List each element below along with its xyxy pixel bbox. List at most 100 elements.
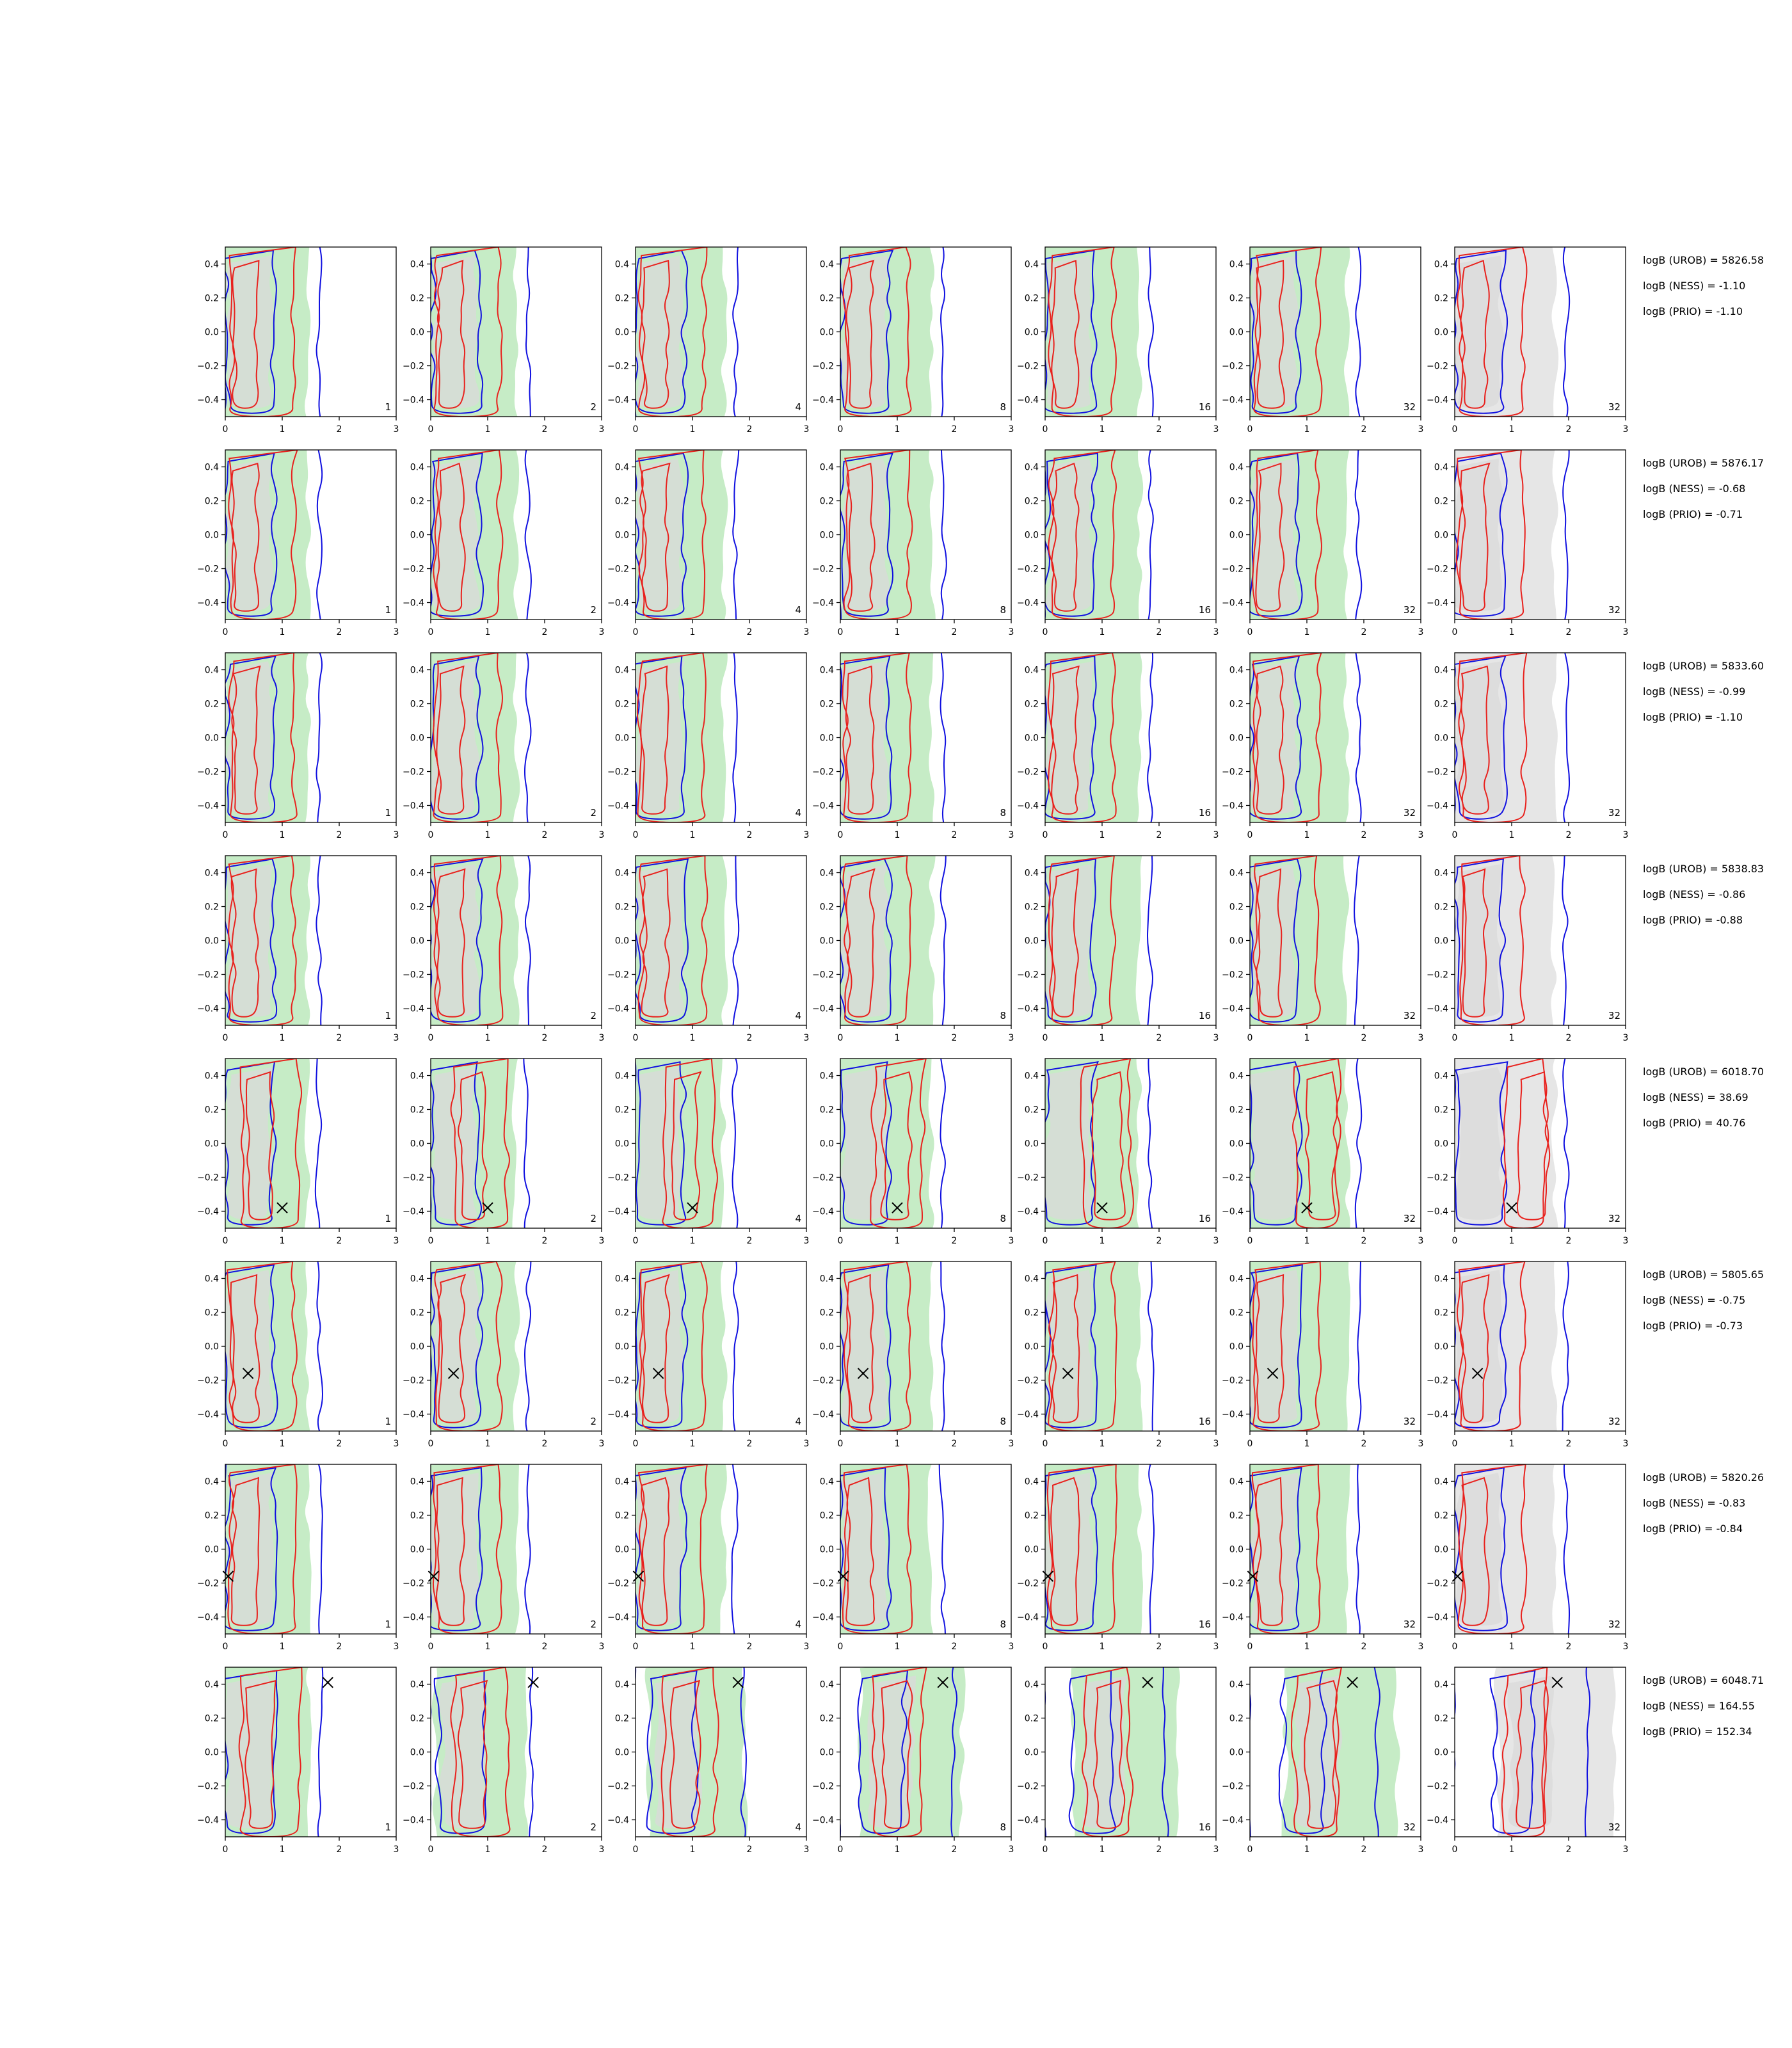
red-contour-inner: [230, 1274, 260, 1423]
logb-ness-label: logB (NESS) = -0.83: [1643, 1497, 1745, 1509]
x-tick-label: 2: [1156, 627, 1162, 637]
panel-r3-c7: 0 1 2 3 0.4 0.2 0.0 −0.2 −0.4 32: [1427, 652, 1628, 840]
x-tick-label: 2: [337, 1844, 342, 1855]
y-tick-label: 0.2: [410, 1308, 424, 1318]
red-contour-outer: [1048, 856, 1117, 1025]
x-tick-label: 2: [542, 1439, 548, 1449]
x-tick-label: 2: [337, 1033, 342, 1043]
x-tick-label: 2: [747, 1033, 753, 1043]
blue-contour-inner: [225, 1061, 277, 1226]
y-tick-label: 0.4: [410, 463, 424, 473]
density-fill-inner: [1250, 661, 1299, 814]
panel-r5-c4: 0 1 2 3 0.4 0.2 0.0 −0.2 −0.4 8: [812, 1058, 1014, 1246]
density-fill-inner: [636, 1473, 685, 1626]
y-tick-label: 0.2: [1434, 902, 1448, 913]
true-value-marker: [892, 1202, 903, 1213]
true-value-marker: [1347, 1677, 1358, 1688]
panel-number-label: 8: [1000, 604, 1006, 616]
x-tick-label: 1: [1509, 1033, 1515, 1043]
x-tick-label: 3: [1009, 1439, 1014, 1449]
panel-number-label: 32: [1404, 1619, 1416, 1630]
panel-r5-c3: 0 1 2 3 0.4 0.2 0.0 −0.2 −0.4 4: [607, 1058, 809, 1246]
x-tick-label: 0: [1043, 424, 1048, 435]
blue-contour-inner: [1250, 1264, 1303, 1428]
y-tick-label: −0.2: [197, 362, 219, 372]
blue-contour-inner: [431, 452, 484, 617]
y-tick-label: 0.0: [1229, 936, 1244, 947]
true-value-marker: [1301, 1202, 1313, 1213]
x-tick-label: 1: [895, 627, 900, 637]
y-tick-label: −0.2: [403, 1579, 424, 1589]
y-tick-label: 0.4: [1025, 868, 1039, 879]
panel-r5-c1: 0 1 2 3 0.4 0.2 0.0 −0.2 −0.4 1: [197, 1058, 399, 1246]
y-tick-label: −0.2: [812, 1782, 834, 1792]
blue-contour-outer: [1045, 653, 1154, 822]
red-contour-outer: [434, 1261, 503, 1431]
y-tick-label: −0.2: [1427, 970, 1448, 980]
panel-r2-c1: 0 1 2 3 0.4 0.2 0.0 −0.2 −0.4 1: [197, 449, 399, 637]
x-tick-label: 0: [223, 1439, 228, 1449]
x-tick-label: 0: [1043, 627, 1048, 637]
blue-contour-outer: [636, 450, 740, 620]
red-contour-inner: [1050, 1476, 1080, 1626]
panel-number-label: 32: [1608, 807, 1620, 819]
logb-urob-label: logB (UROB) = 5833.60: [1643, 660, 1764, 672]
true-value-marker: [242, 1368, 254, 1379]
panel-number-label: 1: [385, 604, 391, 616]
x-tick-label: 0: [223, 1642, 228, 1652]
y-tick-label: −0.4: [403, 598, 424, 609]
blue-contour-inner: [1250, 1467, 1302, 1631]
y-tick-label: 0.4: [615, 260, 629, 270]
y-tick-label: 0.4: [1229, 868, 1244, 879]
density-fill-inner: [1250, 1473, 1299, 1626]
panel-number-label: 8: [1000, 401, 1006, 413]
x-tick-label: 1: [895, 1033, 900, 1043]
y-tick-label: −0.2: [1427, 767, 1448, 778]
x-tick-label: 3: [1213, 424, 1219, 435]
red-contour-outer: [842, 653, 912, 822]
y-tick-label: −0.4: [607, 1004, 629, 1014]
blue-contour-inner: [1278, 1669, 1327, 1834]
density-fill-inner: [1455, 1270, 1503, 1423]
x-tick-label: 1: [485, 424, 491, 435]
blue-contour-inner: [1455, 250, 1508, 414]
panel-contours: [431, 450, 532, 620]
y-tick-label: −0.4: [1017, 1613, 1039, 1623]
blue-contour-outer: [1045, 450, 1154, 620]
y-tick-label: −0.2: [197, 1579, 219, 1589]
red-contour-outer: [1502, 1059, 1549, 1228]
x-tick-label: 3: [599, 1844, 605, 1855]
red-contour-inner: [1092, 1679, 1126, 1829]
x-tick-label: 2: [952, 1844, 957, 1855]
y-tick-label: −0.2: [1017, 970, 1039, 980]
density-fill-inner: [1046, 458, 1094, 611]
x-tick-label: 3: [394, 1844, 399, 1855]
x-tick-label: 1: [1100, 424, 1105, 435]
red-contour-outer: [1456, 1261, 1526, 1431]
red-contour-inner: [880, 1071, 913, 1220]
y-tick-label: −0.4: [403, 801, 424, 812]
y-tick-label: −0.4: [403, 1207, 424, 1217]
y-tick-label: 0.2: [615, 902, 629, 913]
panel-number-label: 16: [1199, 604, 1211, 616]
density-fill-inner: [431, 255, 479, 408]
y-tick-label: 0.4: [1025, 1274, 1039, 1284]
y-tick-label: 0.2: [1229, 700, 1244, 710]
panel-number-label: 8: [1000, 1416, 1006, 1427]
panel-contours: [1455, 856, 1569, 1025]
panel-contours: [840, 1464, 946, 1634]
red-contour-inner: [1516, 1071, 1551, 1220]
y-tick-label: 0.2: [1229, 1105, 1244, 1116]
y-tick-label: 0.2: [1434, 1308, 1448, 1318]
y-tick-label: −0.4: [1222, 1004, 1244, 1014]
panel-r5-c2: 0 1 2 3 0.4 0.2 0.0 −0.2 −0.4 2: [403, 1058, 604, 1246]
y-tick-label: 0.4: [1434, 1071, 1448, 1082]
y-tick-label: −0.2: [812, 970, 834, 980]
blue-contour-outer: [940, 653, 947, 822]
x-tick-label: 3: [1009, 830, 1014, 840]
blue-contour-inner: [840, 452, 894, 617]
logb-prio-label: logB (PRIO) = 152.34: [1643, 1725, 1752, 1738]
x-tick-label: 1: [485, 1439, 491, 1449]
y-tick-label: −0.4: [403, 1816, 424, 1826]
y-tick-label: −0.4: [1427, 1004, 1448, 1014]
